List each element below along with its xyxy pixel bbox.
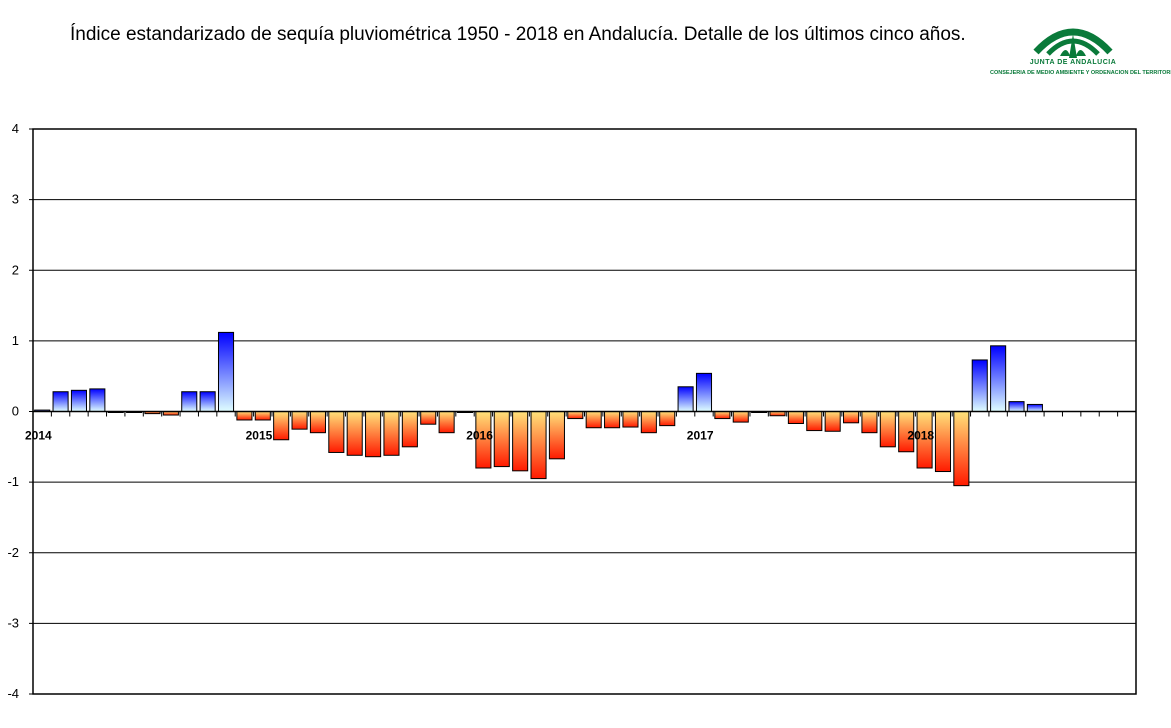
bar [401,411,418,448]
bar [181,391,198,413]
y-tick-label: 2 [12,262,19,277]
y-tick-label: -3 [7,615,19,630]
logo-name: JUNTA DE ANDALUCIA [1029,59,1117,66]
year-label: 2017 [687,429,714,443]
bar [787,411,804,425]
bar [530,411,547,480]
bar [861,411,878,434]
bar [695,372,713,412]
bar [843,411,860,424]
bar [273,411,290,441]
bar [438,411,455,434]
bar [604,411,621,429]
y-tick-label: 4 [12,121,19,136]
bar [1008,401,1025,412]
y-tick-label: 3 [12,192,19,207]
bar [346,411,363,456]
bar [659,411,676,427]
y-tick-label: -4 [7,686,19,701]
year-label: 2016 [466,429,493,443]
bar [383,411,400,456]
bar [365,411,382,458]
bar [89,388,106,412]
bar [328,411,345,453]
y-tick-label: -1 [7,474,19,489]
year-label: 2014 [25,429,52,443]
bar [70,389,87,412]
year-label: 2018 [907,429,934,443]
bar [585,411,602,429]
bar [254,411,271,421]
logo-subtitle: CONSEJERIA DE MEDIO AMBIENTE Y ORDENACIO… [990,70,1171,76]
bar [677,386,694,412]
bar [732,411,749,423]
bar [953,411,970,487]
junta-de-andalucia-logo: JUNTA DE ANDALUCIA CONSEJERIA DE MEDIO A… [990,14,1171,84]
y-tick-label: -2 [7,545,19,560]
bar [971,359,988,413]
y-tick-label: 1 [12,333,19,348]
chart-title: Índice estandarizado de sequía pluviomét… [70,24,966,45]
bar [199,391,216,413]
year-label: 2015 [246,429,273,443]
bar [493,411,510,468]
bar [52,391,69,413]
bar [548,411,565,460]
bar [714,411,731,420]
bar [640,411,657,434]
bar [824,411,841,432]
bar [420,411,437,425]
bar [806,411,823,432]
logo-arc-icon [1033,28,1113,58]
bar [990,345,1007,413]
bar [236,411,253,421]
bar [934,411,952,473]
bar [217,331,235,412]
bar [622,411,639,428]
bar [291,411,308,430]
bar [512,411,529,472]
bar [879,411,896,448]
bar [309,411,326,434]
bar [1026,403,1043,412]
bar [567,411,584,420]
y-tick-label: 0 [12,404,19,419]
